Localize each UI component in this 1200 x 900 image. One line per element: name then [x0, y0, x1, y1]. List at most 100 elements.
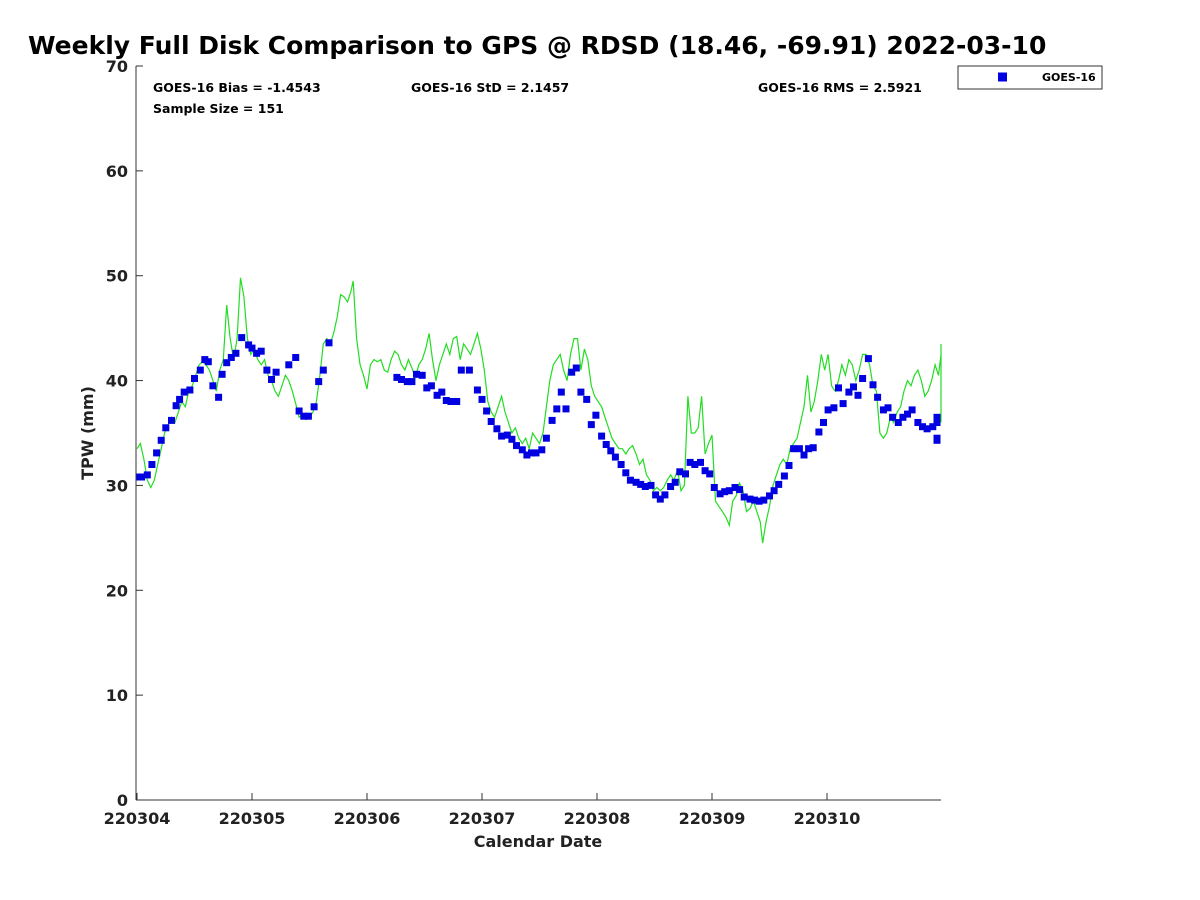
- goes16-point: [661, 491, 669, 499]
- goes16-point: [433, 391, 441, 399]
- rms-stat: GOES-16 RMS = 2.5921: [758, 80, 922, 95]
- goes16-point: [562, 405, 570, 413]
- y-tick-label: 40: [106, 372, 128, 391]
- goes16-point: [805, 445, 813, 453]
- goes16-point: [815, 428, 823, 436]
- goes16-point: [263, 366, 271, 374]
- goes16-point: [598, 432, 606, 440]
- legend: GOES-16: [957, 65, 1103, 90]
- x-axis-label: Calendar Date: [474, 832, 603, 851]
- goes16-point: [611, 453, 619, 461]
- goes16-point: [473, 386, 481, 394]
- goes16-point: [790, 445, 798, 453]
- goes16-point: [632, 478, 640, 486]
- y-tick-label: 0: [117, 791, 128, 810]
- goes16-point: [393, 373, 401, 381]
- goes16-series: [136, 334, 941, 505]
- goes16-point: [676, 468, 684, 476]
- goes16-point: [447, 398, 455, 405]
- y-tick-label: 20: [106, 581, 128, 600]
- legend-box: [957, 65, 1103, 90]
- y-tick-label: 60: [106, 162, 128, 181]
- goes16-point: [830, 404, 838, 412]
- goes16-point: [209, 382, 217, 390]
- goes16-point: [442, 397, 450, 404]
- goes16-point: [453, 398, 461, 405]
- goes16-point: [572, 364, 580, 372]
- goes16-point: [153, 449, 161, 457]
- goes16-point: [186, 386, 194, 394]
- goes16-point: [238, 334, 246, 342]
- goes16-point: [671, 478, 679, 486]
- goes16-point: [697, 458, 704, 466]
- bias-stat: GOES-16 Bias = -1.4543: [153, 80, 321, 95]
- goes16-point: [218, 370, 226, 378]
- goes16-point: [408, 378, 416, 386]
- goes16-point: [253, 349, 261, 357]
- goes16-point: [592, 411, 600, 419]
- goes16-point: [884, 404, 892, 412]
- goes16-point: [583, 395, 591, 403]
- goes16-point: [248, 344, 256, 352]
- x-tick-label: 220304: [104, 809, 171, 828]
- goes16-point: [824, 406, 832, 414]
- goes16-point: [148, 461, 156, 468]
- goes16-point: [157, 436, 165, 444]
- goes16-point: [656, 495, 664, 503]
- goes16-point: [874, 393, 882, 401]
- goes16-point: [528, 449, 535, 457]
- x-axis-ticks: 220304 220305 220306 220307 220308 220309 2203…: [104, 793, 860, 828]
- goes16-point: [929, 423, 937, 431]
- goes16-point: [180, 388, 188, 396]
- goes16-point: [478, 395, 486, 403]
- x-tick-label: 220305: [219, 809, 286, 828]
- goes16-point: [232, 349, 240, 357]
- goes16-point: [766, 492, 773, 500]
- goes16-point: [292, 354, 300, 361]
- goes16-point: [716, 490, 724, 498]
- goes16-point: [553, 405, 561, 413]
- sample-size-stat: Sample Size = 151: [153, 101, 284, 116]
- goes16-point: [869, 381, 877, 389]
- goes16-point: [423, 384, 431, 392]
- goes16-point: [532, 449, 540, 457]
- goes16-point: [736, 486, 744, 494]
- goes16-point: [845, 388, 853, 396]
- gps-series: [136, 277, 942, 544]
- goes16-point: [933, 413, 941, 421]
- goes16-point: [835, 384, 842, 392]
- goes16-point: [204, 358, 212, 366]
- goes16-point: [850, 383, 857, 391]
- goes16-point: [760, 496, 768, 504]
- goes16-point: [602, 441, 610, 448]
- goes16-point: [637, 480, 645, 488]
- goes16-point: [542, 434, 550, 442]
- goes16-point: [557, 388, 565, 396]
- goes16-point: [859, 375, 867, 382]
- goes16-point: [701, 467, 709, 475]
- y-tick-label: 30: [106, 476, 128, 495]
- goes16-point: [647, 481, 655, 489]
- goes16-point: [879, 406, 887, 414]
- goes16-point: [398, 376, 405, 383]
- goes16-point: [465, 366, 473, 374]
- y-axis-label: TPW (mm): [78, 386, 97, 480]
- goes16-point: [498, 432, 506, 440]
- goes16-point: [513, 442, 520, 450]
- goes16-point: [914, 419, 922, 426]
- goes16-point: [427, 382, 435, 390]
- goes16-point: [710, 484, 718, 491]
- goes16-point: [686, 458, 694, 466]
- goes16-point: [919, 423, 926, 431]
- goes16-point: [809, 444, 817, 452]
- goes16-point: [172, 402, 180, 410]
- goes16-point: [523, 451, 531, 459]
- goes16-point: [622, 469, 630, 477]
- goes16-point: [933, 419, 941, 426]
- goes16-point: [731, 484, 739, 491]
- goes16-point: [257, 347, 265, 355]
- goes16-point: [162, 424, 170, 432]
- goes16-point: [587, 421, 595, 429]
- goes16-point: [899, 413, 907, 421]
